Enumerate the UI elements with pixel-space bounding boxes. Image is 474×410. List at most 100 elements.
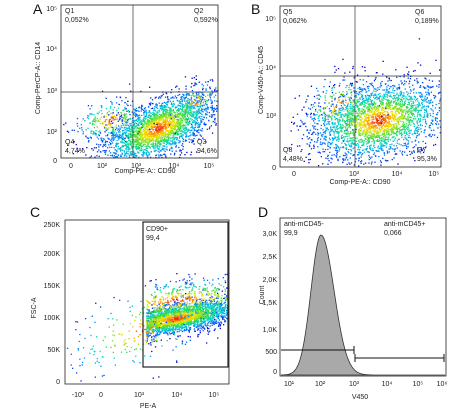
event-dot xyxy=(347,114,349,117)
event-dot xyxy=(148,138,151,140)
event-dot xyxy=(399,131,401,133)
event-dot xyxy=(155,149,157,151)
event-dot xyxy=(206,113,208,116)
event-dot xyxy=(403,109,405,111)
event-dot xyxy=(194,135,197,137)
event-dot xyxy=(396,140,398,142)
event-dot xyxy=(152,136,155,139)
event-dot xyxy=(393,157,395,159)
event-dot xyxy=(370,106,372,108)
event-dot xyxy=(409,86,411,88)
event-dot xyxy=(422,151,425,154)
event-dot xyxy=(166,139,168,141)
event-dot xyxy=(394,95,396,97)
event-dot xyxy=(166,104,169,106)
event-dot xyxy=(118,130,120,132)
event-dot xyxy=(365,114,367,116)
event-dot xyxy=(390,100,392,102)
event-dot xyxy=(195,82,197,85)
event-dot xyxy=(191,115,193,117)
event-dot xyxy=(380,138,382,140)
event-dot xyxy=(163,110,165,112)
event-dot xyxy=(116,150,118,152)
event-dot xyxy=(355,143,357,145)
event-dot xyxy=(155,135,157,137)
event-dot xyxy=(405,110,407,112)
event-dot xyxy=(358,110,361,112)
event-dot xyxy=(104,143,107,145)
event-dot xyxy=(196,83,198,85)
event-dot xyxy=(171,136,173,138)
event-dot xyxy=(395,152,397,155)
event-dot xyxy=(126,152,128,155)
event-dot xyxy=(110,154,112,157)
event-dot xyxy=(143,120,146,122)
event-dot xyxy=(359,98,361,100)
event-dot xyxy=(164,136,166,138)
event-dot xyxy=(373,152,376,154)
event-dot xyxy=(429,100,431,102)
event-dot xyxy=(344,154,346,157)
event-dot xyxy=(174,127,176,129)
event-dot xyxy=(195,92,197,94)
event-dot xyxy=(186,151,188,154)
event-dot xyxy=(360,141,362,143)
event-dot xyxy=(156,146,158,149)
event-dot xyxy=(141,114,143,117)
event-dot xyxy=(85,135,87,137)
event-dot xyxy=(139,132,141,134)
event-dot xyxy=(131,134,133,136)
event-dot xyxy=(166,101,169,103)
event-dot xyxy=(383,132,386,134)
event-dot xyxy=(410,119,412,122)
event-dot xyxy=(177,114,179,116)
event-dot xyxy=(185,104,187,106)
event-dot xyxy=(323,151,326,153)
event-dot xyxy=(435,103,437,106)
event-dot xyxy=(428,92,430,94)
event-dot xyxy=(349,118,351,121)
event-dot xyxy=(173,102,175,104)
event-dot xyxy=(423,99,425,101)
event-dot xyxy=(155,156,157,159)
event-dot xyxy=(431,109,433,111)
event-dot xyxy=(349,127,351,129)
event-dot xyxy=(405,132,407,134)
event-dot xyxy=(425,101,427,103)
panel-a: A Comp-PerCP-A:: CD14 Comp-PE-A:: CD90 0… xyxy=(33,1,219,175)
event-dot xyxy=(145,139,147,141)
event-dot xyxy=(185,95,188,97)
event-dot xyxy=(182,143,184,145)
event-dot xyxy=(352,99,354,101)
event-dot xyxy=(425,87,427,89)
event-dot xyxy=(153,121,156,123)
event-dot xyxy=(386,136,388,138)
event-dot xyxy=(112,134,114,136)
event-dot xyxy=(134,112,137,114)
event-dot xyxy=(402,125,404,127)
event-dot xyxy=(418,110,420,112)
event-dot xyxy=(185,126,187,128)
event-dot xyxy=(319,141,322,143)
event-dot xyxy=(369,96,371,98)
event-dot xyxy=(423,86,425,89)
event-dot xyxy=(199,106,201,109)
event-dot xyxy=(134,116,137,118)
event-dot xyxy=(191,116,193,118)
event-dot xyxy=(341,113,343,115)
event-dot xyxy=(357,144,360,146)
event-dot xyxy=(370,110,372,112)
event-dot xyxy=(164,105,166,107)
event-dot xyxy=(336,136,338,138)
event-dot xyxy=(418,113,420,116)
event-dot xyxy=(103,138,105,140)
event-dot xyxy=(192,140,194,143)
event-dot xyxy=(178,100,181,102)
event-dot xyxy=(390,101,392,103)
event-dot xyxy=(396,110,398,112)
event-dot xyxy=(169,100,171,102)
event-dot xyxy=(407,107,409,109)
event-dot xyxy=(328,132,331,134)
event-dot xyxy=(424,99,426,101)
event-dot xyxy=(421,103,424,106)
